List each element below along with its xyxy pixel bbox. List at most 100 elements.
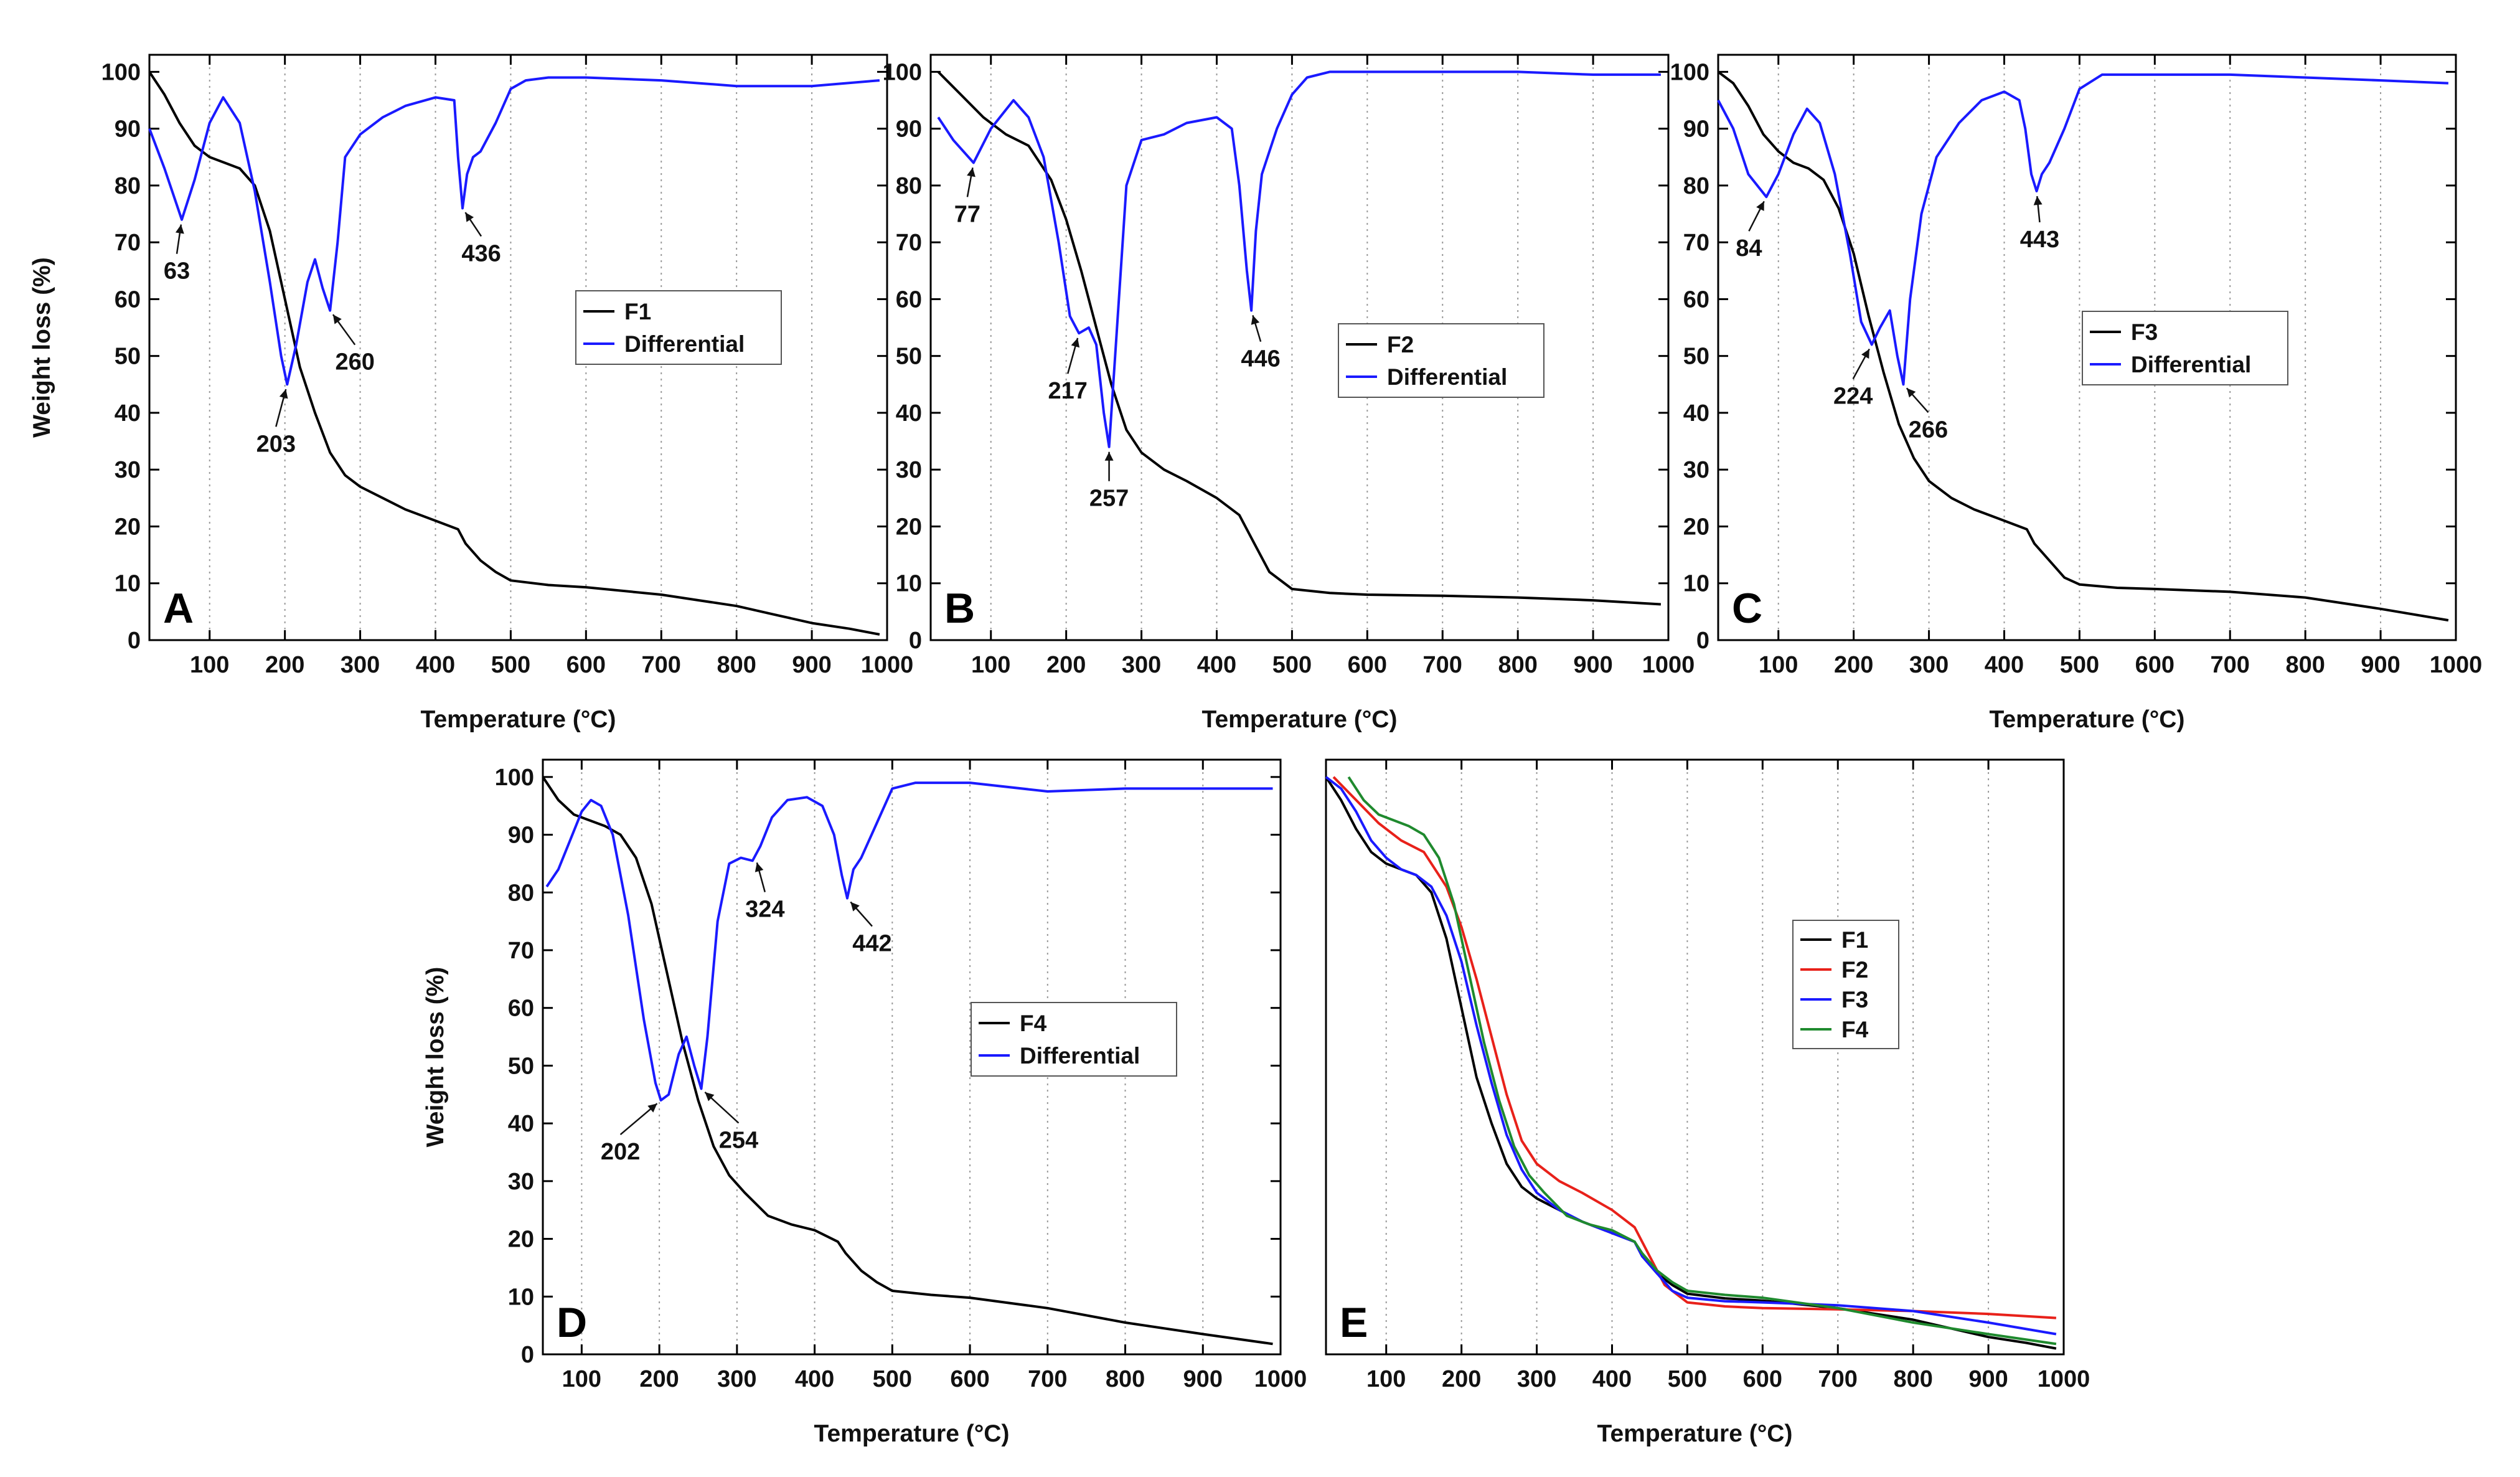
- y-tick-label: 100: [883, 59, 922, 85]
- x-tick-label: 1000: [2038, 1366, 2090, 1392]
- y-tick-label: 20: [508, 1227, 534, 1253]
- x-tick-label: 600: [1348, 652, 1387, 678]
- x-tick-label: 600: [567, 652, 606, 678]
- x-tick-label: 500: [873, 1366, 912, 1392]
- panel-b: 100 200 300 400 500 600 700 800 900 1000 0 10 20 30 40…: [883, 54, 1695, 733]
- panel-a: 100 200 300 400 500 600 700 800 900 1000 0 10 20 30 40…: [29, 54, 914, 733]
- series-line-f3: [1325, 776, 2057, 1336]
- legend-label: F2: [1387, 332, 1414, 357]
- x-tick-label: 200: [1442, 1366, 1481, 1392]
- y-tick-label: 90: [1683, 116, 1709, 143]
- y-tick-label: 80: [896, 173, 922, 199]
- x-tick-label: 800: [1498, 652, 1537, 678]
- x-tick-label: 500: [2060, 652, 2099, 678]
- series-line-f2: [1332, 776, 2057, 1319]
- x-tick-label: 900: [2361, 652, 2400, 678]
- x-tick-label: 700: [2211, 652, 2250, 678]
- annotation-arrowhead: [1861, 349, 1869, 359]
- y-tick-label: 100: [495, 765, 534, 791]
- plot-frame: [1717, 54, 2457, 641]
- x-tick-label: 200: [1046, 652, 1086, 678]
- annotation-label: 217: [1048, 378, 1088, 404]
- y-tick-label: 0: [909, 628, 922, 654]
- y-tick-label: 70: [115, 230, 141, 256]
- x-tick-label: 300: [1122, 652, 1161, 678]
- series-line-differential: [545, 781, 1273, 1102]
- annotation-label: 254: [719, 1127, 758, 1153]
- x-tick-label: 200: [1834, 652, 1873, 678]
- annotation-label: 442: [852, 931, 891, 957]
- y-tick-label: 10: [508, 1284, 534, 1310]
- plot-frame: [542, 758, 1282, 1356]
- annotation-arrowhead: [1251, 315, 1260, 325]
- annotation-label: 257: [1089, 486, 1129, 512]
- x-tick-label: 500: [1272, 652, 1312, 678]
- y-tick-label: 40: [508, 1111, 534, 1137]
- y-tick-label: 0: [521, 1342, 534, 1368]
- legend-label: F4: [1841, 1017, 1869, 1042]
- legend-label: F3: [2131, 319, 2158, 345]
- legend-box: [971, 1002, 1177, 1077]
- annotation-arrowhead: [465, 212, 474, 222]
- x-tick-label: 700: [1028, 1366, 1067, 1392]
- plot-frame: [148, 54, 888, 641]
- x-tick-label: 800: [2285, 652, 2325, 678]
- x-tick-label: 1000: [861, 652, 914, 678]
- annotation-label: 203: [256, 431, 296, 457]
- legend-label: F2: [1841, 957, 1868, 983]
- x-tick-label: 800: [717, 652, 756, 678]
- panel-d: 100 200 300 400 500 600 700 800 900 1000 0 10 20 30 40…: [422, 758, 1307, 1447]
- y-tick-label: 50: [896, 344, 922, 370]
- annotation-arrowhead: [2033, 196, 2043, 205]
- x-tick-label: 700: [642, 652, 681, 678]
- annotation-arrowhead: [332, 314, 342, 324]
- x-tick-label: 100: [971, 652, 1010, 678]
- y-tick-label: 30: [115, 457, 141, 483]
- y-axis-title: Weight loss (%): [422, 967, 449, 1148]
- legend-label: F4: [1020, 1011, 1047, 1036]
- y-tick-label: 100: [101, 59, 141, 85]
- x-axis-title: Temperature (°C): [421, 706, 616, 733]
- annotation-label: 84: [1736, 235, 1762, 262]
- panel-letter: E: [1340, 1299, 1368, 1346]
- x-axis-title: Temperature (°C): [1597, 1420, 1793, 1447]
- legend-box: [2082, 311, 2288, 385]
- y-tick-label: 10: [115, 571, 141, 597]
- panel-letter: B: [944, 585, 975, 632]
- x-tick-label: 300: [341, 652, 380, 678]
- series-line-f3: [1717, 70, 2449, 622]
- annotation-arrowhead: [850, 902, 860, 912]
- x-tick-label: 100: [1759, 652, 1798, 678]
- annotation-arrowhead: [175, 224, 184, 234]
- legend-label: F1: [1841, 927, 1868, 953]
- y-tick-label: 80: [115, 173, 141, 199]
- x-axis-title: Temperature (°C): [1990, 706, 2185, 733]
- annotation-label: 77: [954, 201, 980, 227]
- annotation-label: 202: [601, 1139, 640, 1165]
- y-axis-title: Weight loss (%): [29, 257, 55, 438]
- x-axis-title: Temperature (°C): [814, 1420, 1010, 1447]
- y-tick-label: 20: [115, 514, 141, 540]
- y-tick-label: 10: [896, 571, 922, 597]
- y-tick-label: 80: [508, 880, 534, 906]
- y-tick-label: 70: [896, 230, 922, 256]
- y-tick-label: 60: [896, 286, 922, 313]
- y-tick-label: 30: [896, 457, 922, 483]
- plot-frame: [1325, 758, 2065, 1356]
- annotation-label: 446: [1241, 346, 1280, 372]
- series-line-f2: [937, 70, 1662, 606]
- legend-box: [1338, 323, 1544, 398]
- y-tick-label: 50: [115, 344, 141, 370]
- x-tick-label: 900: [1968, 1366, 2008, 1392]
- y-tick-label: 70: [1683, 230, 1709, 256]
- x-tick-label: 500: [491, 652, 530, 678]
- x-tick-label: 400: [1985, 652, 2024, 678]
- annotation-arrowhead: [1071, 337, 1080, 348]
- y-tick-label: 30: [1683, 457, 1709, 483]
- legend-label: F3: [1841, 987, 1868, 1012]
- annotation-arrowhead: [1906, 388, 1916, 398]
- x-tick-label: 300: [1909, 652, 1949, 678]
- panel-c: 100 200 300 400 500 600 700 800 900 1000 0 10 20 30 40…: [1670, 54, 2482, 733]
- y-tick-label: 70: [508, 938, 534, 964]
